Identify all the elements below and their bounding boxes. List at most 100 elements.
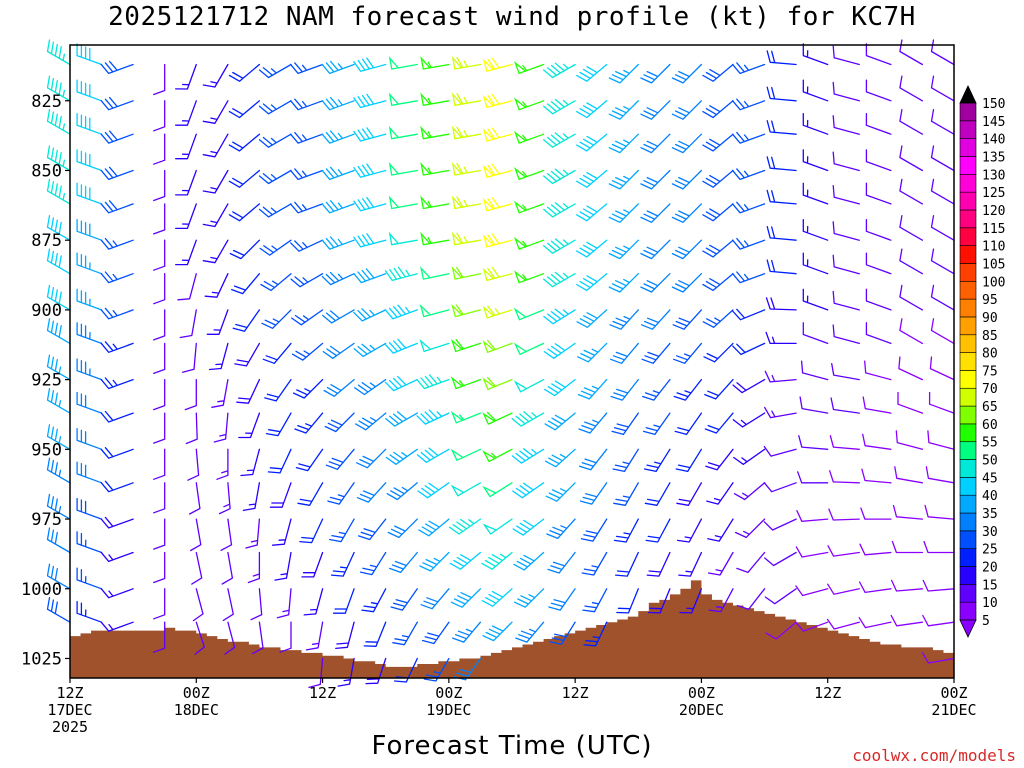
wind-barb	[322, 342, 355, 359]
x-axis-label: Forecast Time (UTC)	[371, 731, 653, 761]
wind-barb	[46, 75, 71, 102]
wind-barb	[153, 63, 166, 96]
y-tick-label: 950	[31, 440, 62, 460]
wind-barb	[732, 342, 766, 356]
wind-barb	[353, 57, 387, 72]
x-tick-label: 12Z	[309, 684, 336, 702]
colorbar-segment	[959, 298, 977, 318]
wind-barb	[153, 551, 166, 584]
wind-barb	[830, 397, 860, 414]
x-tick-label: 00Z	[183, 684, 210, 702]
wind-barb	[577, 342, 608, 363]
wind-barb	[736, 551, 766, 574]
wind-barb	[576, 239, 608, 258]
wind-barb	[236, 378, 261, 404]
wind-barb	[929, 356, 955, 381]
wind-barb	[153, 518, 166, 550]
wind-barb	[832, 324, 860, 345]
wind-barb	[513, 342, 545, 356]
wind-barb	[707, 551, 734, 576]
wind-barb	[202, 100, 229, 124]
wind-barb	[731, 131, 766, 144]
wind-barb	[356, 482, 387, 503]
wind-barb	[295, 448, 324, 472]
wind-barb	[100, 237, 134, 250]
wind-barb	[543, 342, 576, 359]
wind-barb	[732, 378, 766, 394]
wind-barb	[100, 200, 134, 214]
wind-barb	[543, 308, 576, 325]
wind-barb	[100, 341, 134, 353]
wind-barb	[202, 203, 229, 228]
wind-barb	[228, 63, 261, 82]
wind-barb	[420, 92, 450, 106]
wind-barb	[673, 378, 703, 401]
colorbar-segment	[959, 352, 977, 371]
wind-barb	[802, 252, 829, 275]
wind-barb	[544, 448, 576, 468]
colorbar-label: 115	[982, 222, 1005, 237]
wind-barb	[616, 588, 639, 614]
wind-barb	[260, 273, 292, 292]
wind-barb	[930, 178, 955, 205]
wind-barb	[175, 169, 197, 196]
wind-barb	[482, 57, 513, 72]
wind-barb	[482, 266, 513, 282]
wind-barb	[608, 169, 639, 190]
colorbar-label: 75	[982, 364, 998, 379]
wind-barb	[353, 93, 387, 109]
wind-barb	[175, 203, 197, 230]
wind-barb	[827, 583, 860, 595]
wind-barb	[419, 338, 450, 353]
x-tick-label: 19DEC	[426, 701, 471, 719]
wind-barb	[545, 482, 576, 502]
wind-barb	[450, 482, 482, 497]
wind-barb	[646, 551, 671, 577]
wind-barb	[858, 617, 892, 629]
wind-barb	[581, 551, 608, 576]
wind-barb	[363, 621, 387, 647]
x-tick-label: 12Z	[56, 684, 83, 702]
wind-barb	[895, 430, 924, 450]
wind-barb	[862, 433, 892, 450]
wind-barb	[420, 162, 450, 176]
wind-barb	[764, 588, 797, 605]
wind-barb	[832, 81, 860, 102]
wind-barb	[544, 378, 576, 397]
wind-barb	[231, 273, 261, 295]
wind-barb	[46, 354, 71, 381]
wind-barb	[578, 448, 608, 471]
wind-barb	[865, 43, 892, 66]
wind-barb	[390, 588, 418, 611]
wind-barb	[922, 579, 955, 592]
wind-barb	[290, 239, 324, 252]
wind-barb	[291, 342, 324, 361]
colorbar-label: 15	[982, 578, 998, 593]
colorbar-legend: 5 10 15 20 25 30 35 40 45 50 55 60 65 70 75 80 85 90 95 100…	[959, 85, 1005, 638]
wind-barb	[514, 97, 545, 111]
wind-barb	[671, 203, 703, 223]
wind-barb	[359, 551, 387, 576]
wind-barb	[194, 621, 205, 655]
wind-barb	[802, 79, 829, 102]
wind-barb	[514, 61, 545, 75]
wind-barb	[643, 448, 671, 473]
wind-barb	[832, 45, 860, 66]
colorbar-segment	[959, 405, 977, 425]
wind-barb	[451, 231, 482, 246]
wind-barb	[451, 56, 482, 70]
wind-barb	[392, 621, 418, 646]
wind-barb	[482, 197, 513, 212]
wind-barb	[353, 233, 387, 248]
wind-barb	[187, 448, 200, 481]
wind-barb	[417, 482, 450, 499]
wind-barb	[222, 588, 234, 622]
wind-barb	[930, 145, 955, 172]
colorbar-label: 100	[982, 275, 1005, 290]
wind-barb	[482, 233, 513, 248]
wind-barb	[705, 448, 734, 471]
wind-barb	[644, 482, 671, 506]
wind-barb	[190, 518, 202, 552]
wind-barb	[46, 284, 71, 311]
colorbar-label: 120	[982, 204, 1005, 219]
